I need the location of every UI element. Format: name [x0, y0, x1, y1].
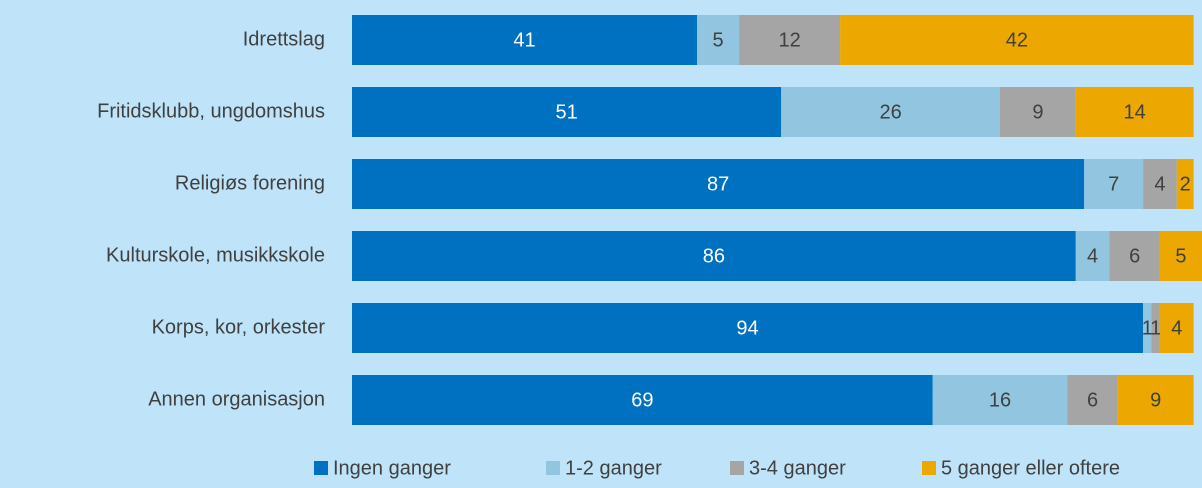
bar-segment: [352, 375, 933, 425]
bar-segment: [1075, 231, 1110, 281]
category-label: Idrettslag: [243, 28, 325, 50]
bar-segment: [1143, 303, 1152, 353]
value-label: 6: [1087, 389, 1098, 411]
bar-segment: [1159, 231, 1202, 281]
value-label: 86: [703, 245, 725, 267]
value-label: 6: [1129, 245, 1140, 267]
value-label: 42: [1006, 29, 1028, 51]
legend-swatch: [730, 461, 744, 475]
value-label: 9: [1150, 389, 1161, 411]
bar-segment: [739, 15, 841, 65]
bar-segment: [1151, 303, 1160, 353]
category-label: Fritidsklubb, ungdomshus: [97, 100, 325, 122]
value-label: 5: [1175, 245, 1186, 267]
value-label: 2: [1180, 173, 1191, 195]
bar-segment: [1075, 87, 1194, 137]
value-label: 69: [631, 389, 653, 411]
legend-label: Ingen ganger: [333, 457, 451, 479]
legend-swatch: [922, 461, 936, 475]
value-label: 12: [778, 29, 800, 51]
legend-swatch: [314, 461, 328, 475]
value-label: 4: [1171, 317, 1182, 339]
category-label: Kulturskole, musikkskole: [106, 244, 325, 266]
bar-segment: [352, 159, 1085, 209]
bar-segment: [1109, 231, 1160, 281]
category-label: Religiøs forening: [175, 172, 325, 194]
value-label: 94: [736, 317, 758, 339]
value-label: 4: [1087, 245, 1098, 267]
bar-segment: [1143, 159, 1177, 209]
bar-segment: [1084, 159, 1144, 209]
bar-segment: [1067, 375, 1118, 425]
value-label: 1: [1142, 317, 1153, 339]
legend-swatch: [546, 461, 560, 475]
bar-segment: [1176, 159, 1194, 209]
value-label: 7: [1108, 173, 1119, 195]
category-label: Annen organisasjon: [148, 388, 325, 410]
value-label: 26: [879, 101, 901, 123]
legend-label: 3-4 ganger: [749, 457, 846, 479]
bar-segment: [1117, 375, 1194, 425]
bar-segment: [932, 375, 1068, 425]
bar-segment: [1159, 303, 1194, 353]
value-label: 14: [1124, 101, 1146, 123]
bar-segment: [697, 15, 740, 65]
bar-segment: [352, 231, 1076, 281]
value-label: 51: [555, 101, 577, 123]
category-label: Korps, kor, orkester: [152, 316, 326, 338]
value-label: 41: [513, 29, 535, 51]
legend-label: 5 ganger eller oftere: [941, 457, 1120, 479]
value-label: 16: [989, 389, 1011, 411]
bar-segment: [781, 87, 1001, 137]
bar-segment: [352, 303, 1144, 353]
value-label: 5: [713, 29, 724, 51]
bar-segment: [352, 15, 698, 65]
bar-segment: [352, 87, 782, 137]
bar-segment: [840, 15, 1194, 65]
value-label: 87: [707, 173, 729, 195]
value-label: 4: [1154, 173, 1165, 195]
legend-label: 1-2 ganger: [565, 457, 662, 479]
value-label: 1: [1150, 317, 1161, 339]
value-label: 9: [1032, 101, 1043, 123]
bar-segment: [1000, 87, 1076, 137]
